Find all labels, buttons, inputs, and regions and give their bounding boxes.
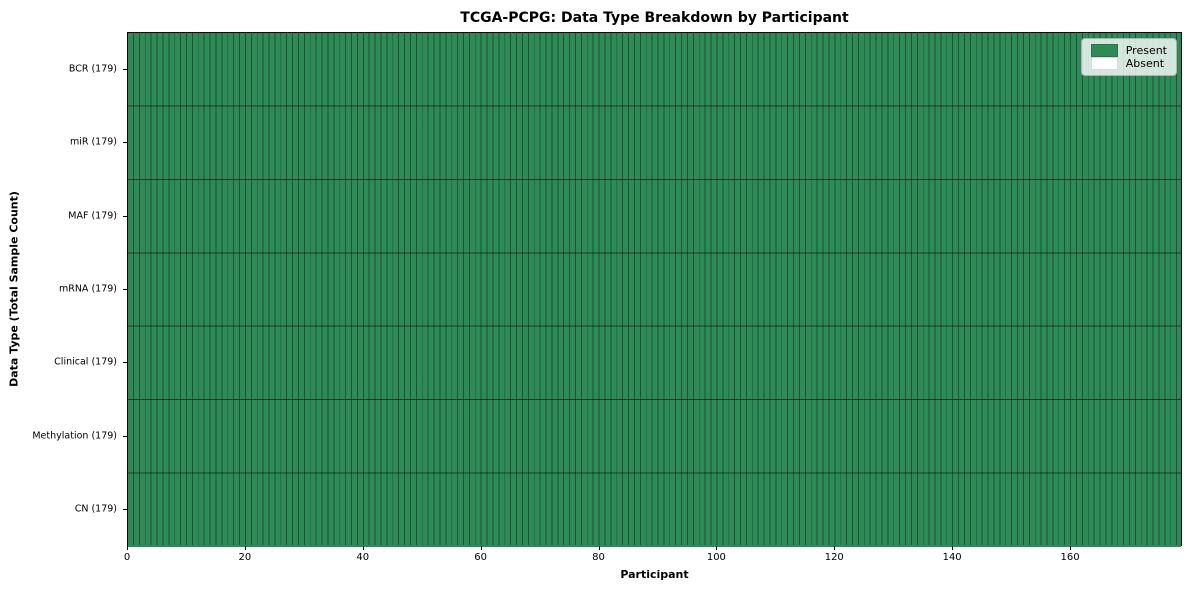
x-tick-label-120: 120	[824, 552, 844, 563]
x-tick-mark	[716, 546, 718, 550]
x-tick-mark	[127, 546, 128, 550]
x-tick-mark	[834, 546, 836, 550]
y-tick-label-CN: CN (179)	[74, 503, 117, 515]
y-tick-label-miR: miR (179)	[69, 136, 117, 148]
heatmap-row-BCR	[128, 33, 1181, 107]
y-tick-mark	[123, 362, 127, 364]
x-tick-label-20: 20	[238, 552, 252, 563]
legend-items: Present Absent	[1090, 44, 1167, 70]
x-tick-label-140: 140	[942, 552, 962, 563]
legend: Present Absent	[1080, 38, 1177, 76]
y-tick-label-BCR: BCR (179)	[68, 63, 117, 75]
legend-swatch-present	[1090, 44, 1118, 57]
y-tick-label-Methylation: Methylation (179)	[32, 430, 117, 442]
legend-label: Present	[1125, 44, 1167, 57]
x-tick-mark	[362, 546, 364, 550]
y-tick-label-MAF: MAF (179)	[68, 210, 117, 222]
heatmap-row-Clinical	[128, 326, 1181, 401]
y-axis-label: Data Type (Total Sample Count)	[7, 191, 21, 387]
x-tick-label-80: 80	[592, 552, 605, 563]
y-tick-label-Clinical: Clinical (179)	[54, 356, 117, 368]
legend-item-present: Present	[1090, 44, 1167, 57]
x-tick-mark	[1070, 546, 1072, 550]
heatmap-row-MAF	[128, 179, 1181, 254]
legend-item-absent: Absent	[1090, 57, 1167, 70]
y-tick-mark	[123, 142, 127, 144]
y-tick-mark	[123, 435, 127, 437]
x-tick-label-60: 60	[474, 552, 487, 563]
y-tick-mark	[123, 68, 127, 70]
y-tick-mark	[123, 509, 127, 511]
x-tick-mark	[952, 546, 954, 550]
x-tick-mark	[480, 546, 482, 550]
legend-swatch-absent	[1090, 57, 1118, 70]
heatmap-row-mRNA	[128, 253, 1181, 327]
x-axis-label: Participant	[620, 568, 689, 581]
y-tick-label-mRNA: mRNA (179)	[58, 283, 117, 295]
plot-area: Present Absent	[127, 32, 1182, 547]
x-tick-mark	[598, 546, 600, 550]
x-tick-label-100: 100	[706, 552, 726, 563]
y-tick-mark	[123, 215, 127, 217]
x-tick-label-0: 0	[123, 552, 131, 563]
heatmap-row-CN	[128, 473, 1181, 547]
heatmap-rows	[128, 33, 1181, 547]
x-tick-mark	[244, 546, 246, 550]
y-tick-mark	[123, 289, 127, 290]
heatmap-row-miR	[128, 106, 1181, 180]
chart-title: TCGA-PCPG: Data Type Breakdown by Partic…	[460, 10, 849, 26]
legend-label: Absent	[1125, 57, 1165, 70]
heatmap-row-Methylation	[128, 400, 1181, 474]
x-tick-label-40: 40	[356, 552, 370, 563]
x-tick-label-160: 160	[1060, 552, 1080, 563]
